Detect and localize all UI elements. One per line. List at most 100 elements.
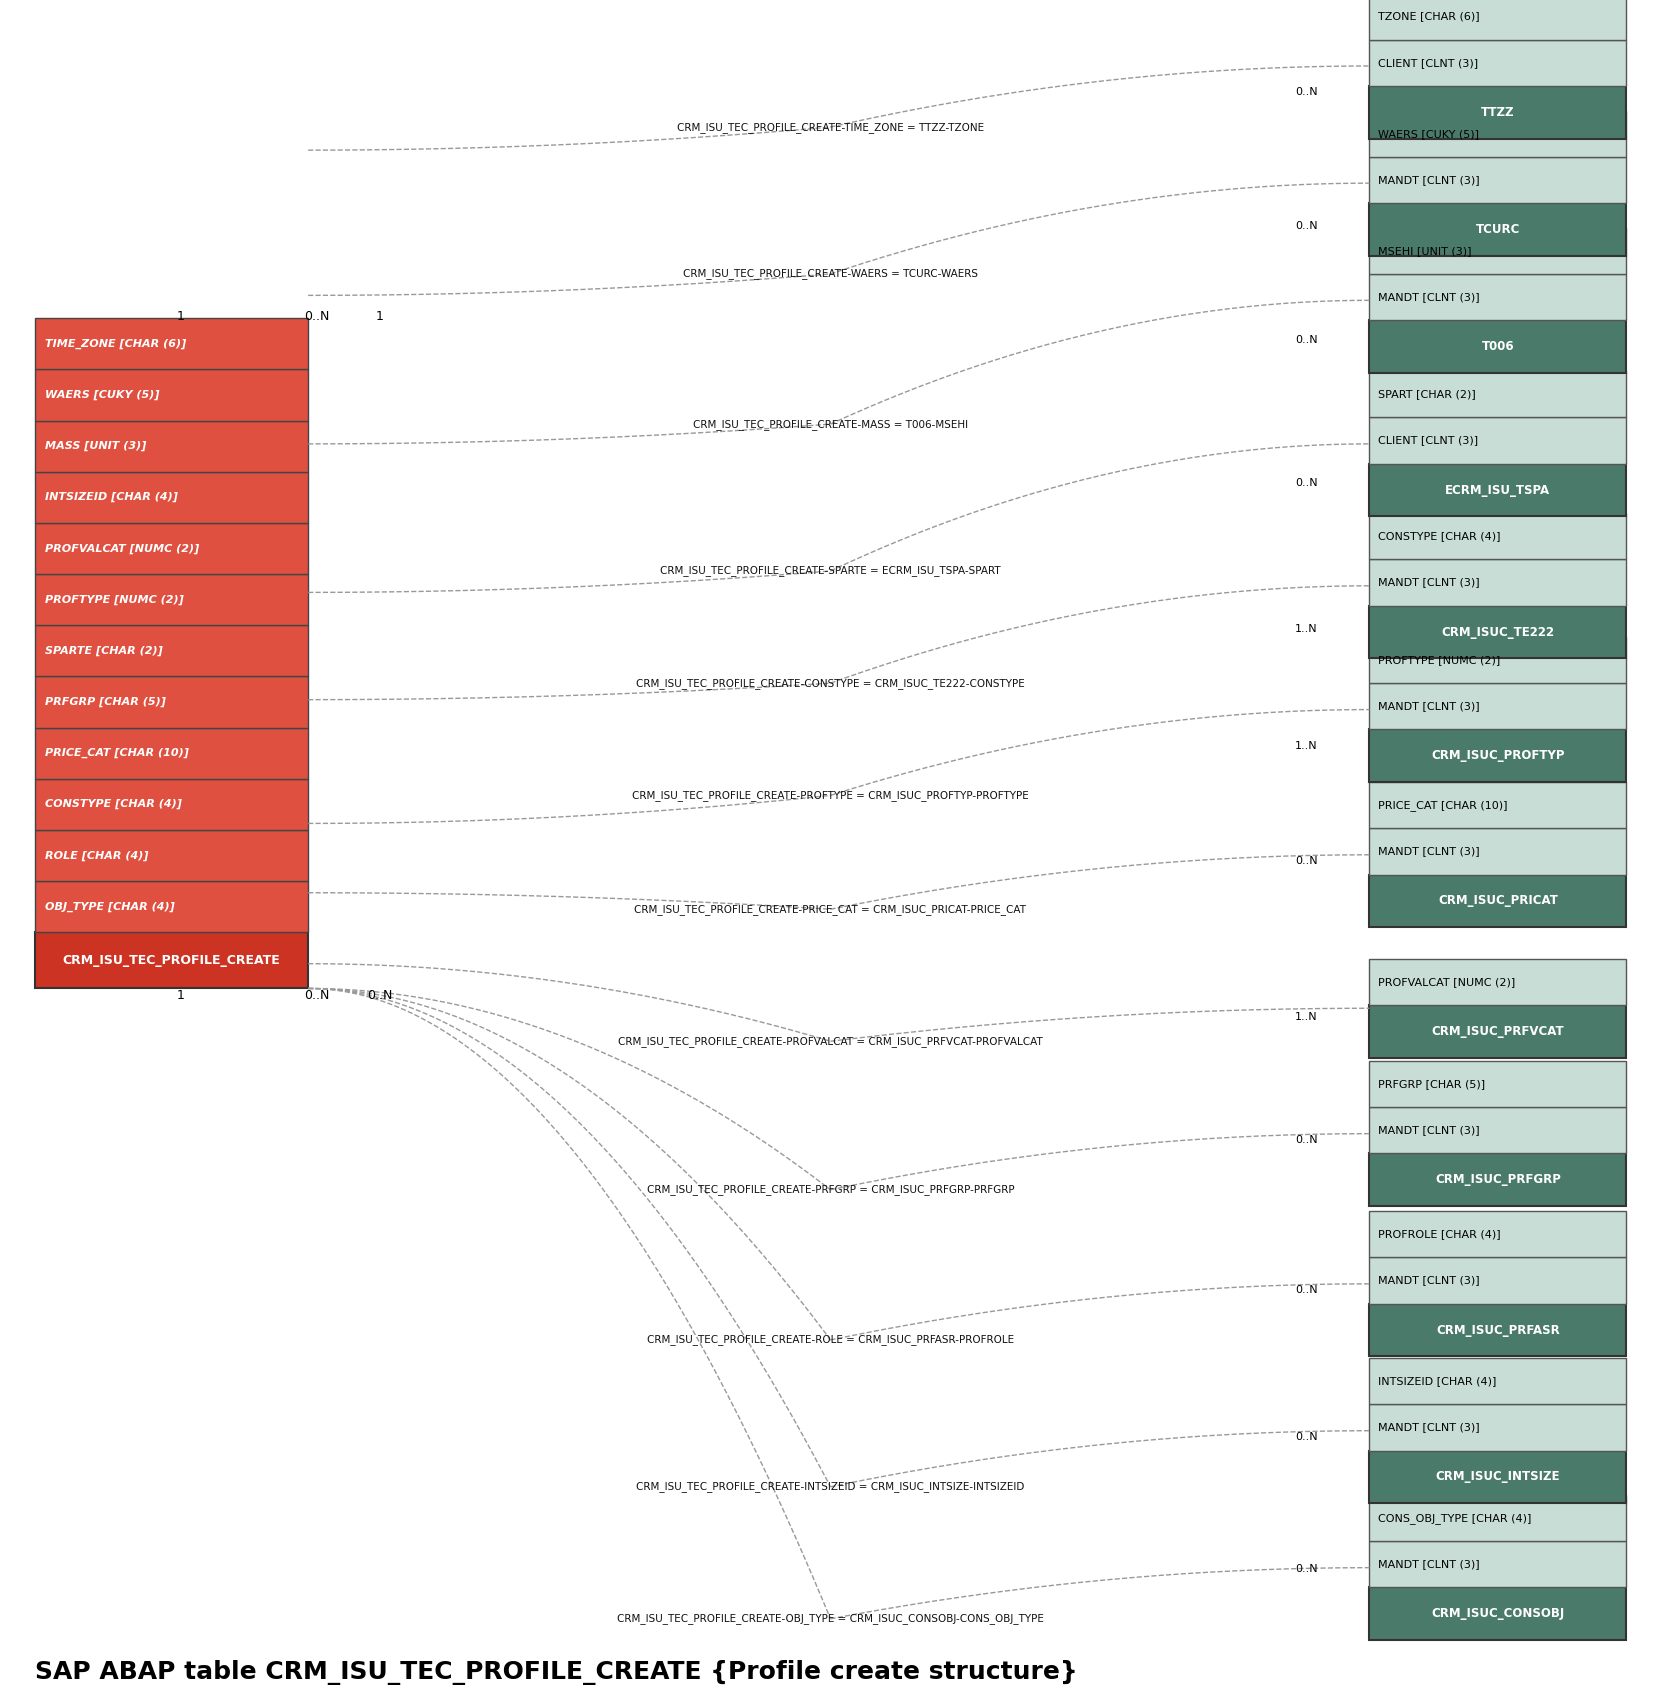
Text: MASS [UNIT (3)]: MASS [UNIT (3)]	[45, 441, 146, 451]
Text: PROFVALCAT [NUMC (2)]: PROFVALCAT [NUMC (2)]	[1377, 977, 1515, 988]
Text: 1..N: 1..N	[1296, 624, 1317, 634]
Text: 1: 1	[375, 309, 384, 323]
Text: CRM_ISUC_PRICAT: CRM_ISUC_PRICAT	[1438, 895, 1558, 908]
Text: 1: 1	[176, 309, 184, 323]
FancyBboxPatch shape	[1369, 1153, 1626, 1206]
Text: CONSTYPE [CHAR (4)]: CONSTYPE [CHAR (4)]	[1377, 531, 1500, 541]
FancyBboxPatch shape	[1369, 1588, 1626, 1640]
Text: ROLE [CHAR (4)]: ROLE [CHAR (4)]	[45, 851, 148, 861]
FancyBboxPatch shape	[35, 421, 309, 472]
Text: WAERS [CUKY (5)]: WAERS [CUKY (5)]	[1377, 129, 1478, 139]
Text: MANDT [CLNT (3)]: MANDT [CLNT (3)]	[1377, 578, 1480, 587]
Text: CRM_ISU_TEC_PROFILE_CREATE-PRICE_CAT = CRM_ISUC_PRICAT-PRICE_CAT: CRM_ISU_TEC_PROFILE_CREATE-PRICE_CAT = C…	[635, 903, 1026, 915]
Text: SPARTE [CHAR (2)]: SPARTE [CHAR (2)]	[45, 646, 163, 656]
FancyBboxPatch shape	[1369, 638, 1626, 683]
Text: 0..N: 0..N	[1296, 479, 1317, 489]
Text: WAERS [CUKY (5)]: WAERS [CUKY (5)]	[45, 391, 159, 401]
Text: CRM_ISU_TEC_PROFILE_CREATE-OBJ_TYPE = CRM_ISUC_CONSOBJ-CONS_OBJ_TYPE: CRM_ISU_TEC_PROFILE_CREATE-OBJ_TYPE = CR…	[618, 1613, 1043, 1625]
Text: CRM_ISU_TEC_PROFILE_CREATE-TIME_ZONE = TTZZ-TZONE: CRM_ISU_TEC_PROFILE_CREATE-TIME_ZONE = T…	[678, 122, 983, 132]
Text: 1..N: 1..N	[1296, 741, 1317, 751]
FancyBboxPatch shape	[1369, 512, 1626, 560]
Text: OBJ_TYPE [CHAR (4)]: OBJ_TYPE [CHAR (4)]	[45, 901, 174, 911]
FancyBboxPatch shape	[35, 626, 309, 676]
FancyBboxPatch shape	[1369, 320, 1626, 374]
FancyBboxPatch shape	[35, 830, 309, 881]
FancyBboxPatch shape	[35, 369, 309, 421]
Text: CRM_ISUC_TE222: CRM_ISUC_TE222	[1442, 626, 1555, 639]
Text: CRM_ISU_TEC_PROFILE_CREATE: CRM_ISU_TEC_PROFILE_CREATE	[63, 954, 281, 967]
Text: CRM_ISUC_PRFASR: CRM_ISUC_PRFASR	[1437, 1324, 1560, 1336]
Text: TTZZ: TTZZ	[1482, 107, 1515, 118]
Text: PRFGRP [CHAR (5)]: PRFGRP [CHAR (5)]	[45, 697, 166, 707]
Text: MANDT [CLNT (3)]: MANDT [CLNT (3)]	[1377, 293, 1480, 303]
FancyBboxPatch shape	[35, 881, 309, 932]
Text: MANDT [CLNT (3)]: MANDT [CLNT (3)]	[1377, 174, 1480, 184]
FancyBboxPatch shape	[1369, 1211, 1626, 1258]
FancyBboxPatch shape	[1369, 0, 1626, 39]
FancyBboxPatch shape	[35, 523, 309, 573]
Text: PRFGRP [CHAR (5)]: PRFGRP [CHAR (5)]	[1377, 1079, 1485, 1089]
Text: CRM_ISU_TEC_PROFILE_CREATE-PROFVALCAT = CRM_ISUC_PRFVCAT-PROFVALCAT: CRM_ISU_TEC_PROFILE_CREATE-PROFVALCAT = …	[618, 1037, 1043, 1047]
FancyBboxPatch shape	[1369, 560, 1626, 605]
Text: PROFVALCAT [NUMC (2)]: PROFVALCAT [NUMC (2)]	[45, 543, 199, 553]
Text: CRM_ISU_TEC_PROFILE_CREATE-ROLE = CRM_ISUC_PRFASR-PROFROLE: CRM_ISU_TEC_PROFILE_CREATE-ROLE = CRM_IS…	[646, 1334, 1015, 1346]
Text: CRM_ISU_TEC_PROFILE_CREATE-MASS = T006-MSEHI: CRM_ISU_TEC_PROFILE_CREATE-MASS = T006-M…	[693, 419, 968, 430]
Text: CRM_ISUC_INTSIZE: CRM_ISUC_INTSIZE	[1435, 1471, 1560, 1483]
FancyBboxPatch shape	[1369, 1404, 1626, 1451]
Text: CRM_ISU_TEC_PROFILE_CREATE-PROFTYPE = CRM_ISUC_PROFTYP-PROFTYPE: CRM_ISU_TEC_PROFILE_CREATE-PROFTYPE = CR…	[633, 790, 1028, 802]
FancyBboxPatch shape	[1369, 418, 1626, 463]
Text: SAP ABAP table CRM_ISU_TEC_PROFILE_CREATE {Profile create structure}: SAP ABAP table CRM_ISU_TEC_PROFILE_CREAT…	[35, 1661, 1078, 1686]
Text: MANDT [CLNT (3)]: MANDT [CLNT (3)]	[1377, 1275, 1480, 1285]
Text: MANDT [CLNT (3)]: MANDT [CLNT (3)]	[1377, 1559, 1480, 1569]
FancyBboxPatch shape	[1369, 829, 1626, 874]
FancyBboxPatch shape	[1369, 783, 1626, 829]
Text: MANDT [CLNT (3)]: MANDT [CLNT (3)]	[1377, 847, 1480, 856]
Text: 1: 1	[176, 989, 184, 1001]
Text: MSEHI [UNIT (3)]: MSEHI [UNIT (3)]	[1377, 245, 1472, 255]
Text: 0..N: 0..N	[304, 309, 329, 323]
FancyBboxPatch shape	[1369, 1495, 1626, 1541]
Text: CRM_ISUC_PROFTYP: CRM_ISUC_PROFTYP	[1432, 749, 1565, 763]
FancyBboxPatch shape	[35, 472, 309, 523]
Text: 0..N: 0..N	[1296, 856, 1317, 866]
FancyBboxPatch shape	[1369, 1304, 1626, 1356]
FancyBboxPatch shape	[1369, 274, 1626, 320]
Text: 0..N: 0..N	[1296, 1564, 1317, 1574]
Text: TZONE [CHAR (6)]: TZONE [CHAR (6)]	[1377, 12, 1480, 22]
FancyBboxPatch shape	[1369, 86, 1626, 139]
Text: CRM_ISU_TEC_PROFILE_CREATE-CONSTYPE = CRM_ISUC_TE222-CONSTYPE: CRM_ISU_TEC_PROFILE_CREATE-CONSTYPE = CR…	[636, 678, 1025, 688]
Text: 0..N: 0..N	[1296, 335, 1317, 345]
Text: 0..N: 0..N	[367, 989, 392, 1001]
Text: TIME_ZONE [CHAR (6)]: TIME_ZONE [CHAR (6)]	[45, 338, 186, 348]
Text: PROFTYPE [NUMC (2)]: PROFTYPE [NUMC (2)]	[45, 595, 183, 605]
FancyBboxPatch shape	[35, 727, 309, 780]
Text: MANDT [CLNT (3)]: MANDT [CLNT (3)]	[1377, 1422, 1480, 1432]
Text: MANDT [CLNT (3)]: MANDT [CLNT (3)]	[1377, 1126, 1480, 1135]
FancyBboxPatch shape	[1369, 1358, 1626, 1404]
Text: CONSTYPE [CHAR (4)]: CONSTYPE [CHAR (4)]	[45, 800, 181, 810]
Text: 1..N: 1..N	[1296, 1011, 1317, 1021]
Text: PROFROLE [CHAR (4)]: PROFROLE [CHAR (4)]	[1377, 1229, 1500, 1240]
FancyBboxPatch shape	[1369, 1258, 1626, 1304]
Text: CRM_ISU_TEC_PROFILE_CREATE-SPARTE = ECRM_ISU_TSPA-SPART: CRM_ISU_TEC_PROFILE_CREATE-SPARTE = ECRM…	[659, 565, 1002, 577]
Text: ECRM_ISU_TSPA: ECRM_ISU_TSPA	[1445, 484, 1550, 497]
FancyBboxPatch shape	[35, 932, 309, 989]
Text: PRICE_CAT [CHAR (10)]: PRICE_CAT [CHAR (10)]	[1377, 800, 1507, 810]
Text: MANDT [CLNT (3)]: MANDT [CLNT (3)]	[1377, 702, 1480, 712]
FancyBboxPatch shape	[35, 676, 309, 727]
FancyBboxPatch shape	[1369, 683, 1626, 729]
FancyBboxPatch shape	[35, 780, 309, 830]
Text: PROFTYPE [NUMC (2)]: PROFTYPE [NUMC (2)]	[1377, 654, 1500, 665]
FancyBboxPatch shape	[1369, 372, 1626, 418]
FancyBboxPatch shape	[1369, 203, 1626, 255]
FancyBboxPatch shape	[1369, 110, 1626, 157]
FancyBboxPatch shape	[1369, 1060, 1626, 1108]
Text: CRM_ISUC_PRFGRP: CRM_ISUC_PRFGRP	[1435, 1174, 1561, 1187]
Text: 0..N: 0..N	[1296, 1285, 1317, 1295]
Text: CRM_ISU_TEC_PROFILE_CREATE-INTSIZEID = CRM_ISUC_INTSIZE-INTSIZEID: CRM_ISU_TEC_PROFILE_CREATE-INTSIZEID = C…	[636, 1481, 1025, 1491]
FancyBboxPatch shape	[1369, 1004, 1626, 1059]
FancyBboxPatch shape	[1369, 959, 1626, 1004]
FancyBboxPatch shape	[1369, 228, 1626, 274]
Text: 0..N: 0..N	[1296, 1432, 1317, 1442]
Text: SPART [CHAR (2)]: SPART [CHAR (2)]	[1377, 389, 1475, 399]
